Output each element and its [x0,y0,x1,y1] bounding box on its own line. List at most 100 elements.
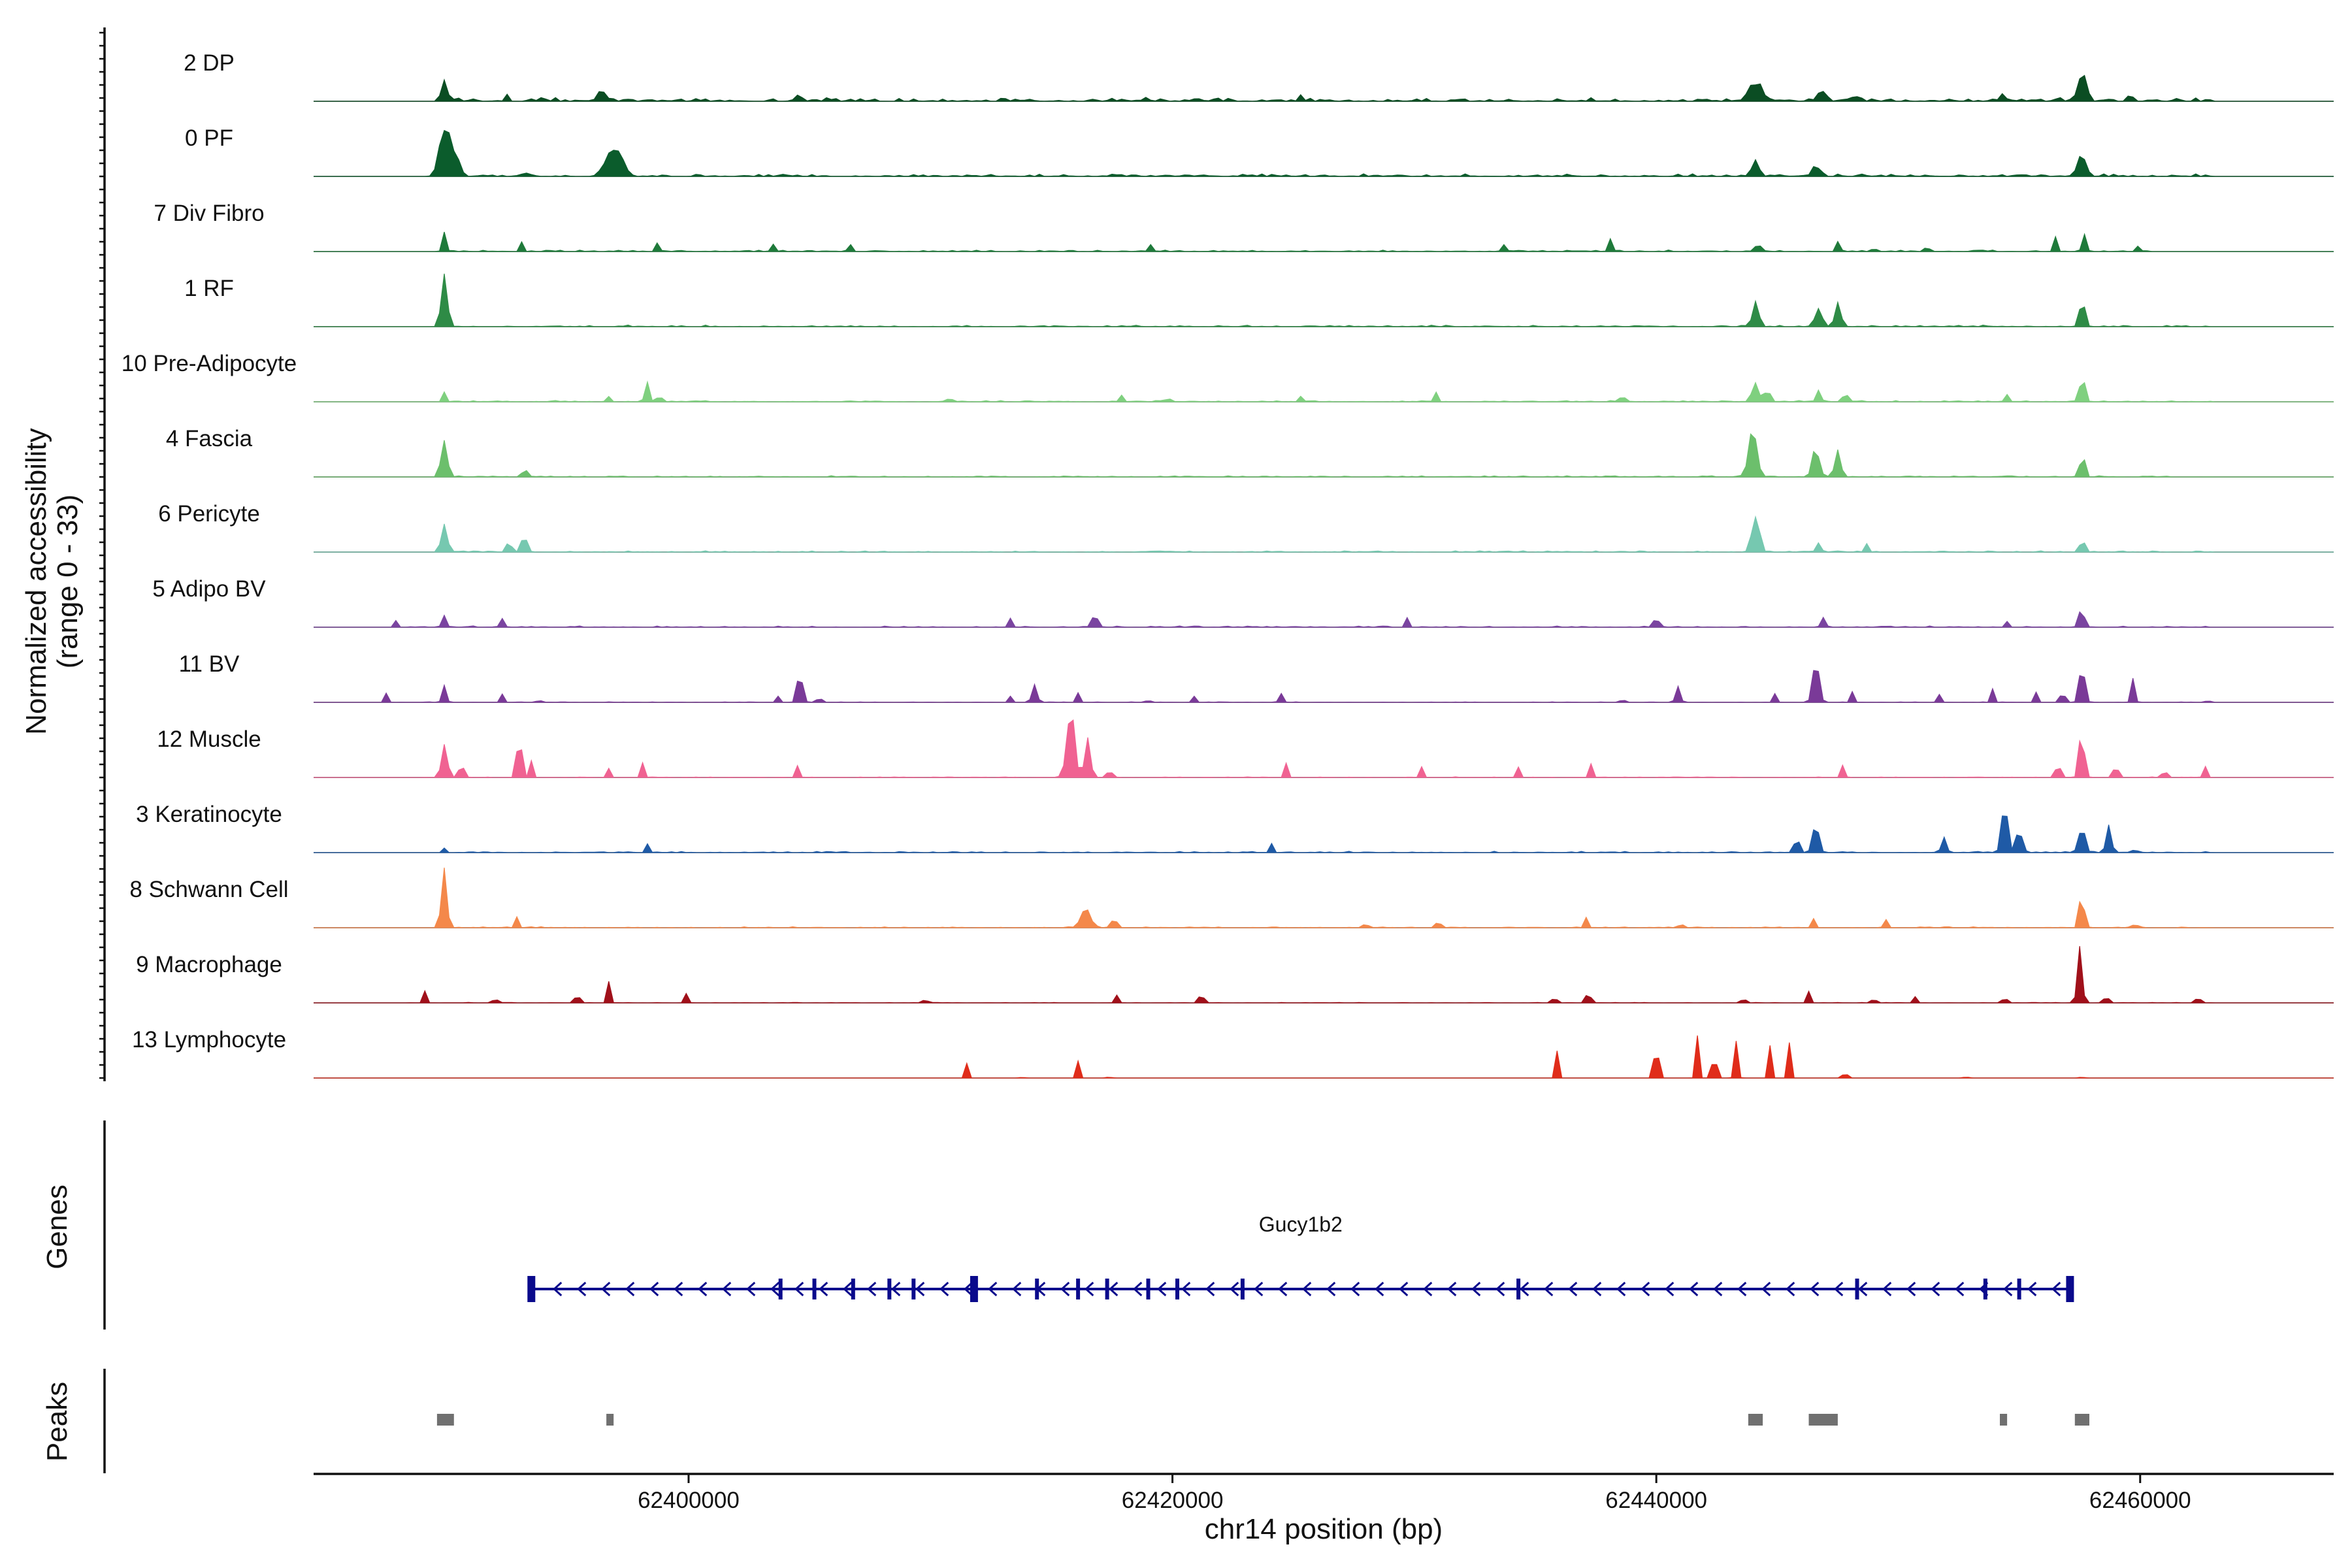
strand-arrow [1568,1281,1578,1297]
strand-arrow [794,1281,804,1297]
strand-arrow [1713,1281,1723,1297]
gene-exon [527,1276,536,1302]
gene-exon [1175,1279,1179,1299]
strand-arrow [915,1281,925,1297]
strand-arrow [1326,1281,1336,1297]
strand-arrow [1931,1281,1940,1297]
track-label-2-dp: 2 DP [184,50,235,76]
x-axis-title: chr14 position (bp) [1205,1513,1443,1545]
x-tick-label: 62400000 [638,1488,740,1513]
track-label-1-rf: 1 RF [184,276,234,301]
track-label-4-fascia: 4 Fascia [166,426,253,451]
strand-arrow [1737,1281,1747,1297]
y-axis-title-line1: Normalized accessibility [20,428,52,734]
track-label-3-keratinocyte: 3 Keratinocyte [136,802,282,827]
strand-arrow [964,1281,973,1297]
coverage-signal-2-dp [314,74,2334,102]
track-labels: 2 DP 0 PF 7 Div Fibro 1 RF 10 Pre-Adipocyte 4… [122,50,297,1053]
track-label-7-div-fibro: 7 Div Fibro [154,201,264,226]
strand-arrow [625,1281,635,1297]
peak-region [1808,1414,1838,1426]
peak-region [2000,1414,2008,1426]
strand-arrow [1810,1281,1820,1297]
coverage-signal-4-fascia [314,433,2334,478]
strand-arrow [1375,1281,1384,1297]
y-axis-title-line2: (range 0 - 33) [52,495,84,669]
track-label-10-pre-adipocyte: 10 Pre-Adipocyte [122,351,297,376]
strand-arrow [770,1281,780,1297]
gene-label-gucy1b2: Gucy1b2 [1259,1213,1343,1236]
gene-exon [778,1279,783,1299]
coverage-signal-13-lymphocyte [314,1035,2334,1079]
strand-arrow [1858,1281,1868,1297]
coverage-signal-10-pre-adipocyte [314,380,2334,402]
peak-region [436,1414,454,1426]
x-tick-label: 62460000 [2089,1488,2191,1513]
gene-track: Gucy1b2 [527,1213,2074,1302]
coverage-signal-1-rf [314,273,2334,327]
strand-arrow [988,1281,998,1297]
coverage-signal-6-pericyte [314,515,2334,553]
track-label-0-pf: 0 PF [185,125,233,151]
strand-arrow [1761,1281,1771,1297]
gene-exon [1240,1279,1245,1299]
strand-arrow [867,1281,877,1297]
x-tick-label: 62440000 [1605,1488,1707,1513]
gene-exon [2066,1276,2074,1302]
track-label-13-lymphocyte: 13 Lymphocyte [132,1027,286,1053]
coverage-signal-11-bv [314,670,2334,703]
x-tick-label: 62420000 [1122,1488,1224,1513]
strand-arrow [1254,1281,1264,1297]
strand-arrow [1882,1281,1892,1297]
strand-arrow [891,1281,901,1297]
gene-exon [911,1279,916,1299]
coverage-signal-5-adipo-bv [314,611,2334,628]
strand-arrow [674,1281,683,1297]
gene-exon [1983,1279,1987,1299]
strand-arrow [1955,1281,1965,1297]
strand-arrow [1350,1281,1360,1297]
strand-arrow [698,1281,708,1297]
strand-arrow [1133,1281,1143,1297]
peaks-panel-label: Peaks [41,1382,73,1462]
strand-arrow [649,1281,659,1297]
strand-arrow [2027,1281,2037,1297]
coverage-signal-0-pf [314,129,2334,177]
strand-arrow [1012,1281,1022,1297]
gene-exon [970,1276,978,1302]
strand-arrow [1906,1281,1916,1297]
strand-arrow [1302,1281,1312,1297]
strand-arrow [746,1281,756,1297]
strand-arrow [1834,1281,1844,1297]
coverage-signal-7-div-fibro [314,231,2334,252]
genes-panel-label: Genes [41,1184,73,1269]
gene-exon [1076,1279,1081,1299]
gene-exon [2017,1279,2021,1299]
track-label-6-pericyte: 6 Pericyte [158,501,260,527]
track-label-8-schwann-cell: 8 Schwann Cell [129,877,288,902]
strand-arrow [1278,1281,1288,1297]
strand-arrow [553,1281,563,1297]
strand-arrow [1544,1281,1554,1297]
strand-arrow [1447,1281,1457,1297]
coverage-signal-3-keratinocyte [314,815,2334,853]
strand-arrow [1423,1281,1433,1297]
strand-arrow [1689,1281,1699,1297]
coverage-y-ticks [99,31,105,1079]
strand-arrow [819,1281,828,1297]
strand-arrow [1060,1281,1070,1297]
x-axis-ticks: 62400000 62420000 62440000 62460000 [638,1474,2191,1513]
strand-arrow [1616,1281,1626,1297]
strand-arrow [722,1281,732,1297]
strand-arrow [1230,1281,1239,1297]
strand-arrow [939,1281,949,1297]
track-label-9-macrophage: 9 Macrophage [136,952,282,977]
gene-exon [1035,1279,1039,1299]
gene-exon [1105,1279,1109,1299]
coverage-signal-12-muscle [314,719,2334,778]
peak-region [2074,1414,2089,1426]
gene-exon [1146,1279,1151,1299]
gene-exon [1516,1279,1521,1299]
